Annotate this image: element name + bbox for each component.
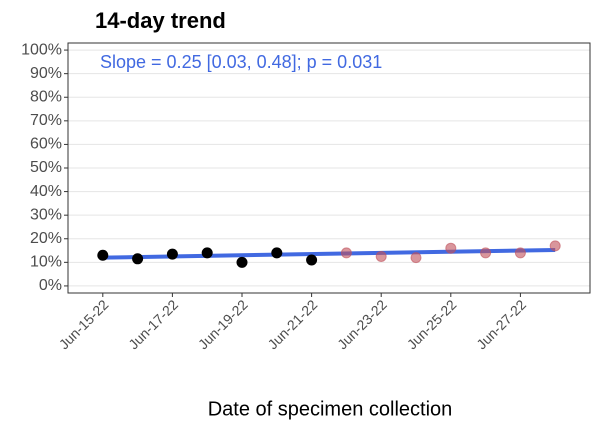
data-point (549, 240, 561, 252)
x-tick-label: Jun-27-22 (473, 296, 529, 352)
plot-border (67, 42, 591, 294)
data-point (410, 252, 422, 264)
y-tick-label: 10% (30, 254, 62, 271)
y-tick-label: 50% (30, 159, 62, 176)
data-point (445, 242, 457, 254)
trend-line (102, 247, 556, 260)
data-point (375, 250, 387, 262)
annotation: Slope = 0.25 [0.03, 0.48]; p = 0.031 (100, 52, 382, 72)
data-point (271, 247, 283, 259)
x-tick-label: Jun-15-22 (56, 296, 112, 352)
data-point (480, 247, 492, 259)
data-point (514, 247, 526, 259)
x-tick-label: Jun-25-22 (404, 296, 460, 352)
x-axis-title: Date of specimen collection (208, 398, 453, 420)
y-tick-label: 30% (30, 206, 62, 223)
x-tick-label: Jun-17-22 (125, 296, 181, 352)
y-tick-label: 90% (30, 65, 62, 82)
y-tick-label: 80% (30, 88, 62, 105)
data-point (340, 247, 352, 259)
x-tick-label: Jun-21-22 (264, 296, 320, 352)
x-tick-label: Jun-19-22 (195, 296, 251, 352)
data-point (236, 256, 248, 268)
y-tick-label: 100% (21, 41, 62, 58)
data-point (97, 249, 109, 261)
data-point (306, 254, 318, 266)
data-point (201, 247, 213, 259)
y-tick-label: 0% (39, 277, 62, 294)
x-tick-label: Jun-23-22 (334, 296, 390, 352)
y-tick-label: 20% (30, 230, 62, 247)
data-point (166, 248, 178, 260)
chart-title: 14-day trend (95, 8, 226, 33)
y-tick-label: 60% (30, 136, 62, 153)
data-point (132, 253, 144, 265)
y-tick-label: 70% (30, 112, 62, 129)
y-tick-label: 40% (30, 183, 62, 200)
